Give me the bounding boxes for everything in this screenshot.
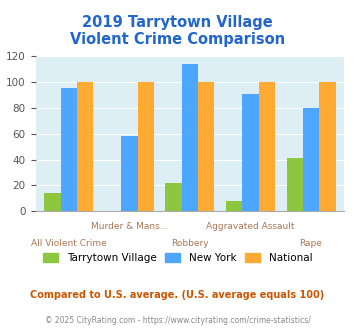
Bar: [286, 158, 303, 211]
Bar: [165, 183, 182, 211]
Bar: [61, 88, 77, 211]
Bar: [44, 193, 61, 211]
Bar: [319, 82, 335, 211]
Bar: [242, 94, 259, 211]
Legend: Tarrytown Village, New York, National: Tarrytown Village, New York, National: [39, 248, 316, 267]
Text: All Violent Crime: All Violent Crime: [31, 239, 107, 248]
Text: Robbery: Robbery: [171, 239, 209, 248]
Text: 2019 Tarrytown Village
Violent Crime Comparison: 2019 Tarrytown Village Violent Crime Com…: [70, 15, 285, 47]
Bar: [121, 136, 137, 211]
Text: Compared to U.S. average. (U.S. average equals 100): Compared to U.S. average. (U.S. average …: [31, 290, 324, 300]
Bar: [226, 201, 242, 211]
Bar: [182, 64, 198, 211]
Bar: [77, 82, 93, 211]
Text: Murder & Mans...: Murder & Mans...: [91, 222, 168, 231]
Bar: [259, 82, 275, 211]
Bar: [198, 82, 214, 211]
Text: © 2025 CityRating.com - https://www.cityrating.com/crime-statistics/: © 2025 CityRating.com - https://www.city…: [45, 315, 310, 325]
Text: Aggravated Assault: Aggravated Assault: [206, 222, 295, 231]
Text: Rape: Rape: [300, 239, 322, 248]
Bar: [303, 108, 319, 211]
Bar: [137, 82, 154, 211]
